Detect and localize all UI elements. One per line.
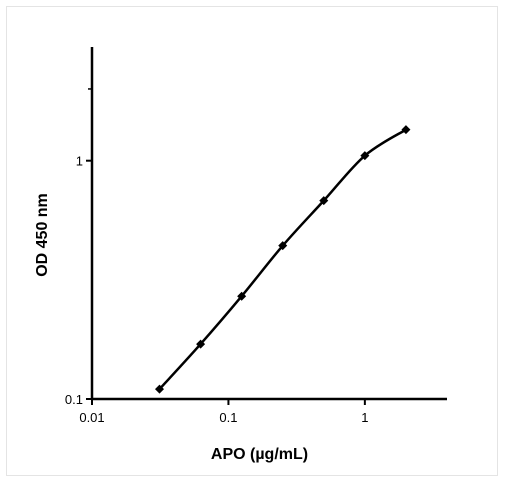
chart-svg: 0.1 1 0.01 0.1 1 APO (µg/mL) OD 450 nm: [34, 47, 447, 463]
x-axis-title: APO (µg/mL): [211, 446, 308, 463]
y-tick-label: 0.1: [65, 392, 83, 407]
x-tick-label: 0.01: [79, 410, 104, 425]
chart-series: [155, 125, 411, 394]
data-point-diamond: [360, 151, 370, 161]
data-point-diamond: [401, 125, 411, 135]
chart-frame: 0.1 1 0.01 0.1 1 APO (µg/mL) OD 450 nm: [6, 6, 498, 476]
series-line: [158, 128, 407, 390]
chart-ticks: 0.1 1 0.01 0.1 1: [65, 88, 368, 425]
data-point-diamond: [278, 241, 288, 251]
chart-axes: [90, 47, 447, 401]
data-point-diamond: [237, 291, 247, 301]
y-tick-label: 1: [76, 154, 83, 169]
data-point-diamond: [155, 384, 165, 394]
data-point-diamond: [319, 196, 329, 206]
y-axis-title: OD 450 nm: [34, 193, 51, 277]
x-tick-label: 1: [361, 410, 368, 425]
x-tick-label: 0.1: [219, 410, 237, 425]
data-point-diamond: [196, 339, 206, 349]
